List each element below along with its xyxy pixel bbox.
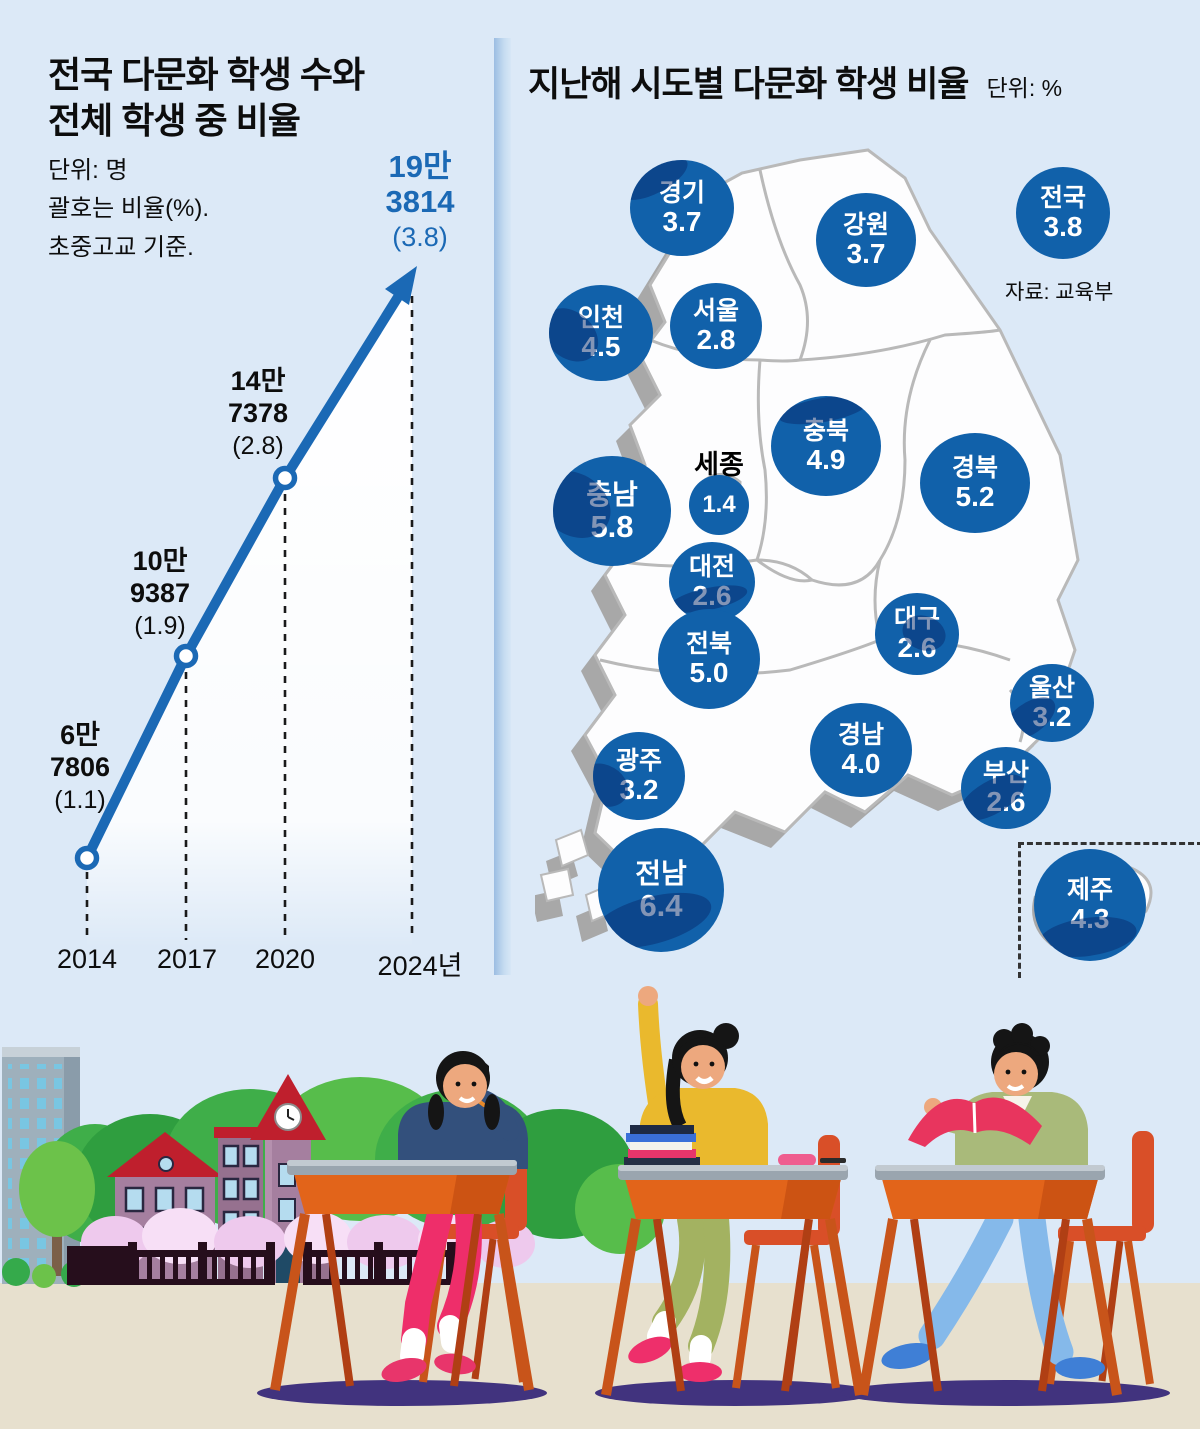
- shoe: [628, 1336, 672, 1364]
- x-tick-2014: 2014: [56, 944, 118, 974]
- map-bubble-national: 전국 3.8: [1016, 167, 1110, 259]
- trend-line: [82, 284, 408, 863]
- marker-pen: [820, 1158, 846, 1163]
- map-bubble-gyeongnam: 경남 4.0: [810, 703, 912, 797]
- book-stack: [624, 1125, 700, 1166]
- map-bubble-ulsan: 울산 3.2: [1010, 664, 1094, 742]
- map-bubble-jeju: 제주 4.3: [1034, 849, 1146, 961]
- area-fill: [87, 278, 412, 948]
- map-bubble-chungnam: 충남 5.8: [553, 456, 671, 566]
- point-label-2024: 19만 3814 (3.8): [385, 149, 455, 253]
- map-bubble-jeonbuk: 전북 5.0: [658, 609, 760, 709]
- map-bubble-chungbuk: 충북 4.9: [771, 396, 881, 496]
- left-chart-title: 전국 다문화 학생 수와 전체 학생 중 비율: [48, 54, 365, 142]
- map-bubble-gyeonggi: 경기 3.7: [630, 160, 734, 256]
- arrow-head-icon: [385, 266, 417, 305]
- map-bubble-gyeongbuk: 경북 5.2: [920, 433, 1030, 533]
- point-label-2017: 10만 9387 (1.9): [129, 546, 191, 640]
- ground: [0, 1283, 1200, 1429]
- classroom-illustration: [0, 986, 1200, 1429]
- school-fence: [67, 1242, 456, 1285]
- x-tick-2017: 2017: [156, 944, 218, 974]
- jeju-inset-box: [1018, 842, 1200, 978]
- source-label: 자료: 교육부: [1005, 281, 1114, 304]
- point-label-2014: 6만 7806 (1.1): [49, 720, 111, 814]
- point-label-2020: 14만 7378 (2.8): [227, 366, 289, 460]
- shoe: [881, 1342, 935, 1370]
- student-reading: [881, 1023, 1154, 1384]
- raised-hand: [638, 986, 658, 1006]
- x-tick-2020: 2020: [254, 944, 316, 974]
- map-title: 지난해 시도별 다문화 학생 비율: [528, 65, 969, 104]
- desk-shadows: [257, 1380, 1170, 1406]
- map-bubble-gangwon: 강원 3.7: [816, 193, 916, 287]
- pencil-case: [778, 1154, 816, 1166]
- x-tick-2024: 2024년: [377, 951, 463, 981]
- map-bubble-incheon: 인천 4.5: [549, 285, 653, 381]
- shoe: [678, 1362, 722, 1382]
- map-title-row: 지난해 시도별 다문화 학생 비율 단위: %: [528, 56, 1062, 107]
- front-tree-and-bushes: [2, 1141, 95, 1288]
- map-bubble-sejong: 1.4: [689, 475, 749, 535]
- line-chart: [74, 266, 417, 948]
- map-bubble-daejeon: 대전 2.6: [669, 542, 755, 622]
- map-bubble-seoul: 서울 2.8: [670, 283, 762, 369]
- map-unit: 단위: %: [986, 75, 1063, 101]
- map-bubble-jeonnam: 전남 6.4: [598, 828, 724, 952]
- map-bubble-busan: 부산 2.6: [961, 747, 1051, 829]
- map-bubble-gwangju: 광주 3.2: [593, 732, 685, 820]
- data-points: [74, 465, 298, 871]
- shoe: [381, 1357, 427, 1383]
- shoe: [1055, 1357, 1105, 1379]
- map-bubble-daegu: 대구 2.6: [875, 593, 959, 675]
- left-chart-notes: 단위: 명 괄호는 비율(%). 초중고교 기준.: [48, 157, 210, 261]
- guide-dashes: [85, 296, 414, 940]
- student-raising-hand: [624, 986, 846, 1388]
- panel-divider: [494, 38, 511, 975]
